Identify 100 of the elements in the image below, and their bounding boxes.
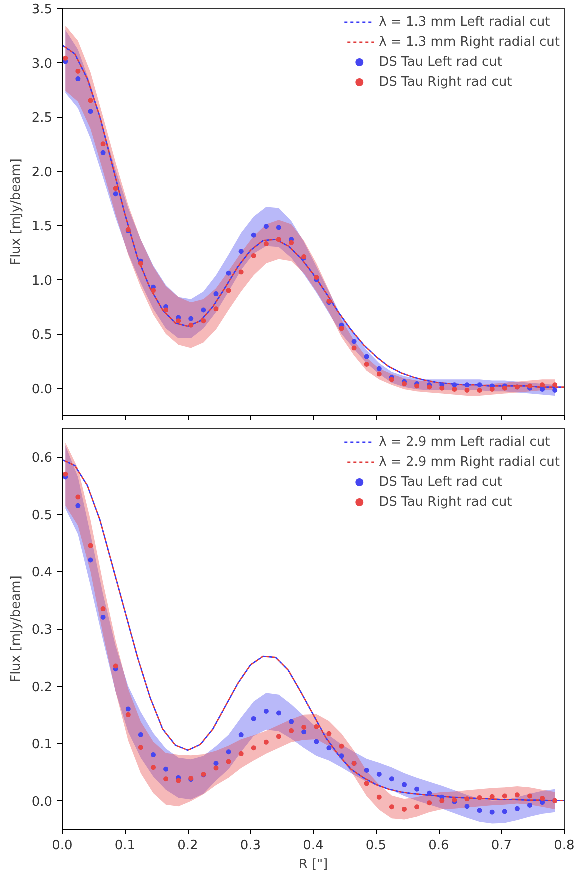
point	[376, 366, 382, 372]
point	[540, 796, 546, 802]
point	[302, 730, 307, 735]
point	[100, 615, 106, 620]
point	[188, 316, 194, 322]
point	[302, 725, 307, 730]
x-tick-label: 0.1	[114, 838, 136, 854]
y-axis-title: Flux [mJy/beam]	[8, 158, 24, 266]
legend-label: DS Tau Left rad cut	[379, 474, 502, 490]
point	[176, 778, 182, 784]
point	[164, 308, 169, 313]
x-tick-label: 0.2	[178, 838, 198, 854]
y-tick-label: 0.0	[32, 794, 53, 810]
point	[440, 386, 445, 391]
point	[339, 326, 344, 332]
point	[352, 346, 357, 351]
point	[414, 786, 420, 792]
point	[138, 745, 144, 750]
point	[540, 382, 546, 388]
point	[88, 543, 94, 548]
point	[402, 806, 407, 812]
point	[176, 318, 182, 324]
point	[490, 794, 495, 800]
point	[113, 192, 118, 197]
y-tick-label: 0.1	[32, 738, 53, 753]
legend-label: λ = 1.3 mm Right radial cut	[379, 34, 560, 50]
point	[238, 751, 244, 756]
y-tick-label: 0.0	[32, 382, 53, 398]
point	[214, 766, 219, 771]
point	[276, 710, 282, 716]
point	[376, 772, 382, 777]
legend-label: λ = 2.9 mm Left radial cut	[379, 434, 550, 450]
point	[339, 744, 344, 749]
point	[326, 731, 332, 736]
point	[464, 796, 470, 802]
y-tick-label: 0.6	[32, 451, 53, 466]
point	[113, 664, 118, 669]
x-tick-label: 0.7	[491, 838, 512, 854]
point	[514, 792, 520, 798]
point	[364, 768, 370, 773]
point	[527, 802, 532, 808]
point	[452, 386, 458, 392]
legend-label: λ = 2.9 mm Right radial cut	[379, 454, 560, 470]
point	[514, 806, 520, 812]
point	[402, 782, 407, 788]
x-tick-label: 0.3	[240, 838, 262, 854]
point	[214, 761, 219, 766]
y-tick-label: 0.4	[32, 566, 53, 581]
point	[389, 776, 394, 782]
y-tick-label: 1.5	[32, 220, 53, 235]
point	[477, 382, 482, 388]
legend-label: λ = 1.3 mm Left radial cut	[379, 14, 550, 30]
point	[88, 98, 94, 104]
point	[251, 746, 256, 751]
point	[552, 382, 558, 388]
point	[552, 388, 558, 394]
point	[201, 308, 206, 313]
y-tick-label: 3.5	[32, 2, 53, 18]
point	[289, 719, 294, 724]
point	[63, 472, 68, 477]
point	[427, 790, 432, 796]
point	[477, 796, 482, 800]
x-axis-title: R ["]	[298, 858, 328, 872]
point	[376, 794, 382, 800]
x-tick-label: 0.5	[366, 838, 387, 854]
point	[238, 249, 244, 254]
y-axis-title: Flux [mJy/beam]	[8, 576, 24, 682]
point	[238, 732, 244, 738]
point	[76, 503, 81, 508]
point	[289, 728, 294, 734]
point	[464, 804, 470, 810]
x-tick-label: 0.6	[428, 838, 450, 854]
point	[264, 708, 269, 714]
x-tick-label: 0.0	[52, 838, 73, 854]
point	[100, 150, 106, 156]
point	[126, 712, 131, 718]
point	[88, 558, 94, 563]
y-tick-label: 0.3	[32, 623, 53, 638]
point	[201, 318, 206, 324]
point	[440, 798, 445, 804]
point	[364, 354, 370, 360]
point	[150, 288, 156, 294]
point	[276, 237, 282, 242]
point	[314, 724, 320, 730]
point	[540, 386, 546, 392]
point	[264, 224, 269, 230]
point	[452, 382, 458, 388]
point	[352, 339, 357, 344]
point	[214, 306, 219, 312]
y-tick-label: 1.0	[32, 274, 53, 289]
legend-label: DS Tau Left rad cut	[379, 54, 502, 70]
y-tick-label: 0.5	[32, 508, 53, 524]
point	[251, 253, 256, 258]
point	[113, 186, 118, 192]
y-tick-label: 2.5	[32, 111, 53, 126]
point	[238, 270, 244, 275]
point	[226, 288, 232, 294]
point	[276, 225, 282, 230]
point	[427, 800, 432, 806]
point	[100, 142, 106, 147]
